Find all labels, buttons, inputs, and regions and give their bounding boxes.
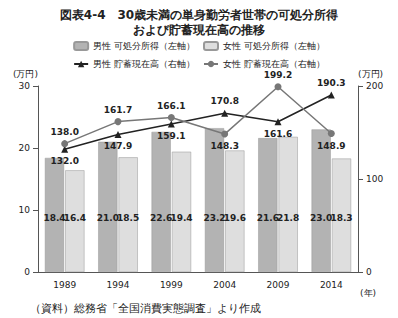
svg-text:(万円): (万円) [13,69,38,79]
svg-text:23.2: 23.2 [203,213,225,223]
svg-text:2014: 2014 [320,280,343,290]
svg-text:21.0: 21.0 [97,213,119,223]
svg-text:159.1: 159.1 [157,131,185,141]
svg-text:女性 貯蓄現在高（右軸）: 女性 貯蓄現在高（右軸） [223,59,325,69]
svg-text:100: 100 [366,174,383,184]
svg-text:男性 貯蓄現在高（右軸）: 男性 貯蓄現在高（右軸） [93,59,195,69]
svg-text:男性 可処分所得（左軸）: 男性 可処分所得（左軸） [93,41,195,51]
svg-text:30: 30 [19,81,31,91]
svg-text:0: 0 [24,267,30,277]
svg-text:132.0: 132.0 [50,156,78,166]
svg-text:22.6: 22.6 [150,213,172,223]
svg-text:2009: 2009 [267,280,290,290]
svg-text:199.2: 199.2 [264,70,292,80]
svg-text:20: 20 [19,143,31,153]
svg-text:161.6: 161.6 [264,129,292,139]
svg-text:170.8: 170.8 [210,96,238,106]
svg-text:10: 10 [19,205,31,215]
svg-text:148.3: 148.3 [210,141,238,151]
svg-text:(万円): (万円) [358,69,383,79]
svg-text:0: 0 [366,267,372,277]
svg-text:（資料）総務省「全国消費実態調査」より作成: （資料）総務省「全国消費実態調査」より作成 [30,302,261,315]
svg-text:(年): (年) [360,288,376,298]
svg-text:148.9: 148.9 [317,141,345,151]
svg-text:1989: 1989 [53,280,76,290]
svg-text:161.7: 161.7 [104,105,132,115]
svg-text:190.3: 190.3 [317,78,345,88]
svg-text:図表4-4 30歳未満の単身勤労者世帯の可処分所得: 図表4-4 30歳未満の単身勤労者世帯の可処分所得 [60,8,338,22]
svg-text:2004: 2004 [213,280,236,290]
svg-text:女性 可処分所得（左軸）: 女性 可処分所得（左軸） [223,41,325,51]
svg-text:21.6: 21.6 [257,213,279,223]
svg-text:21.8: 21.8 [277,213,299,223]
svg-text:19.6: 19.6 [224,213,246,223]
svg-text:138.0: 138.0 [50,127,78,137]
svg-text:16.4: 16.4 [64,213,86,223]
svg-text:1999: 1999 [160,280,183,290]
svg-text:および貯蓄現在高の推移: および貯蓄現在高の推移 [133,23,265,37]
svg-text:147.9: 147.9 [104,141,132,151]
svg-text:1994: 1994 [107,280,130,290]
svg-text:18.4: 18.4 [43,213,65,223]
svg-text:18.3: 18.3 [330,213,352,223]
svg-text:166.1: 166.1 [157,101,185,111]
svg-text:23.0: 23.0 [310,213,332,223]
svg-text:200: 200 [366,81,383,91]
svg-text:18.5: 18.5 [117,213,139,223]
svg-text:19.4: 19.4 [170,213,192,223]
